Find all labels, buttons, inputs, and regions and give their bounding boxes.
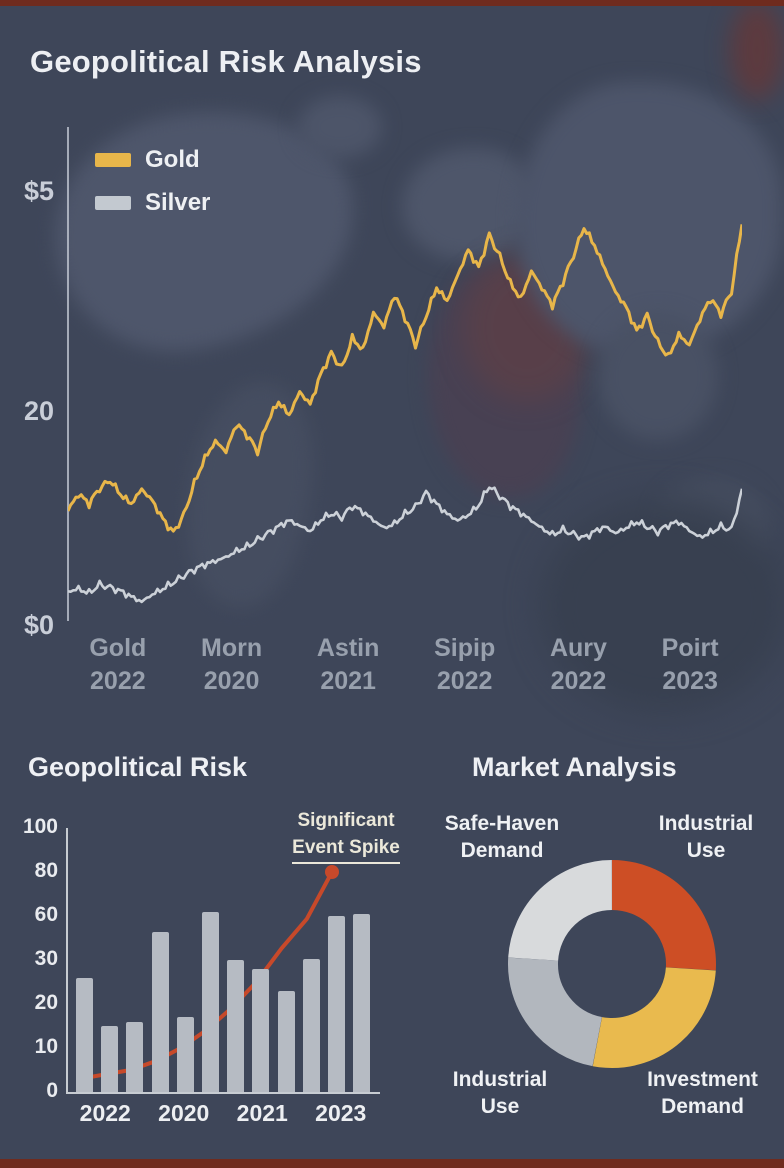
main-y-tick-bottom: $0: [24, 610, 55, 640]
annotation-line-1: Significant: [297, 810, 395, 831]
risk-y-tick-label: 30: [34, 947, 58, 970]
main-x-axis-label: Poirt 2023: [661, 634, 719, 695]
main-y-tick-mid: 20: [24, 396, 55, 426]
risk-y-tick-label: 10: [34, 1035, 58, 1058]
risk-y-tick-label: 80: [34, 859, 58, 882]
page-title: Geopolitical Risk Analysis: [30, 44, 422, 79]
event-spike-dot: [325, 865, 339, 879]
risk-y-tick-label: 20: [34, 991, 58, 1014]
risk-x-axis-label: 2022: [79, 1100, 131, 1126]
gold-price-line: [68, 224, 742, 533]
risk-x-axis-label: 2020: [158, 1100, 210, 1126]
legend-item-silver: Silver: [95, 189, 210, 217]
risk-y-tick-label: 100: [22, 815, 58, 838]
legend-label-silver: Silver: [145, 189, 211, 216]
main-x-axis-label: Morn 2020: [201, 634, 263, 695]
market-section-title: Market Analysis: [472, 752, 677, 782]
risk-bar-chart: [66, 828, 380, 1094]
risk-bar: [202, 912, 219, 1092]
main-chart-legend: Gold Silver: [95, 146, 210, 217]
map-landmass-europe: [402, 148, 534, 260]
silver-swatch-icon: [95, 196, 131, 210]
event-spike-annotation: Significant Event Spike: [276, 808, 416, 865]
main-chart-y-axis: [67, 127, 69, 621]
risk-x-axis-label: 2021: [236, 1100, 288, 1126]
bottom-accent-strip: [0, 1159, 784, 1168]
risk-bar: [227, 960, 245, 1092]
risk-bar: [302, 959, 320, 1092]
map-landmass-asia: [516, 82, 782, 354]
main-y-tick-top: $5: [24, 176, 55, 206]
main-x-axis-label: Sipip 2022: [434, 634, 496, 695]
donut-label-industrial-use-bottom: Industrial Use: [452, 1068, 548, 1119]
risk-x-axis-labels: 2022 2020 2021 2023: [66, 1100, 380, 1127]
legend-item-gold: Gold: [95, 146, 210, 174]
risk-bar: [126, 1022, 144, 1092]
market-donut-chart: [508, 860, 716, 1068]
map-red-smudge-top-right: [730, 0, 784, 100]
risk-y-tick-label: 0: [46, 1079, 58, 1102]
risk-bar: [151, 932, 169, 1092]
donut-label-industrial-use-top: Industrial Use: [658, 812, 754, 863]
risk-x-axis-label: 2023: [315, 1100, 367, 1126]
risk-bar: [353, 914, 371, 1092]
main-x-axis-label: Gold 2022: [89, 634, 147, 695]
main-x-axis-label: Astin 2021: [316, 634, 380, 695]
risk-bar: [76, 978, 93, 1092]
risk-bar: [252, 969, 270, 1092]
main-chart-x-labels: Gold 2022 Morn 2020 Astin 2021 Sipip 2022 Aury 20…: [62, 632, 746, 697]
annotation-line-2: Event Spike: [292, 835, 400, 865]
risk-bar: [176, 1017, 194, 1092]
risk-y-tick-label: 60: [34, 903, 58, 926]
donut-label-investment-demand: Investment Demand: [647, 1068, 758, 1119]
price-line-chart: [68, 224, 742, 604]
main-x-axis-label: Aury 2022: [549, 634, 607, 695]
map-shadow-bottom-right: [540, 498, 784, 713]
gold-swatch-icon: [95, 153, 131, 167]
top-accent-strip: [0, 0, 784, 6]
legend-label-gold: Gold: [145, 146, 200, 173]
map-landmass-greenland: [298, 96, 382, 158]
donut-slice-investment-demand-1: [508, 860, 716, 1068]
map-landmass-southeast-asia: [598, 312, 718, 440]
risk-bar: [328, 916, 345, 1092]
risk-bar: [101, 1026, 119, 1092]
donut-label-safe-haven-demand: Safe-Haven Demand: [444, 812, 560, 863]
risk-bar: [277, 991, 295, 1092]
risk-section-title: Geopolitical Risk: [28, 752, 248, 782]
silver-price-line: [68, 486, 742, 604]
